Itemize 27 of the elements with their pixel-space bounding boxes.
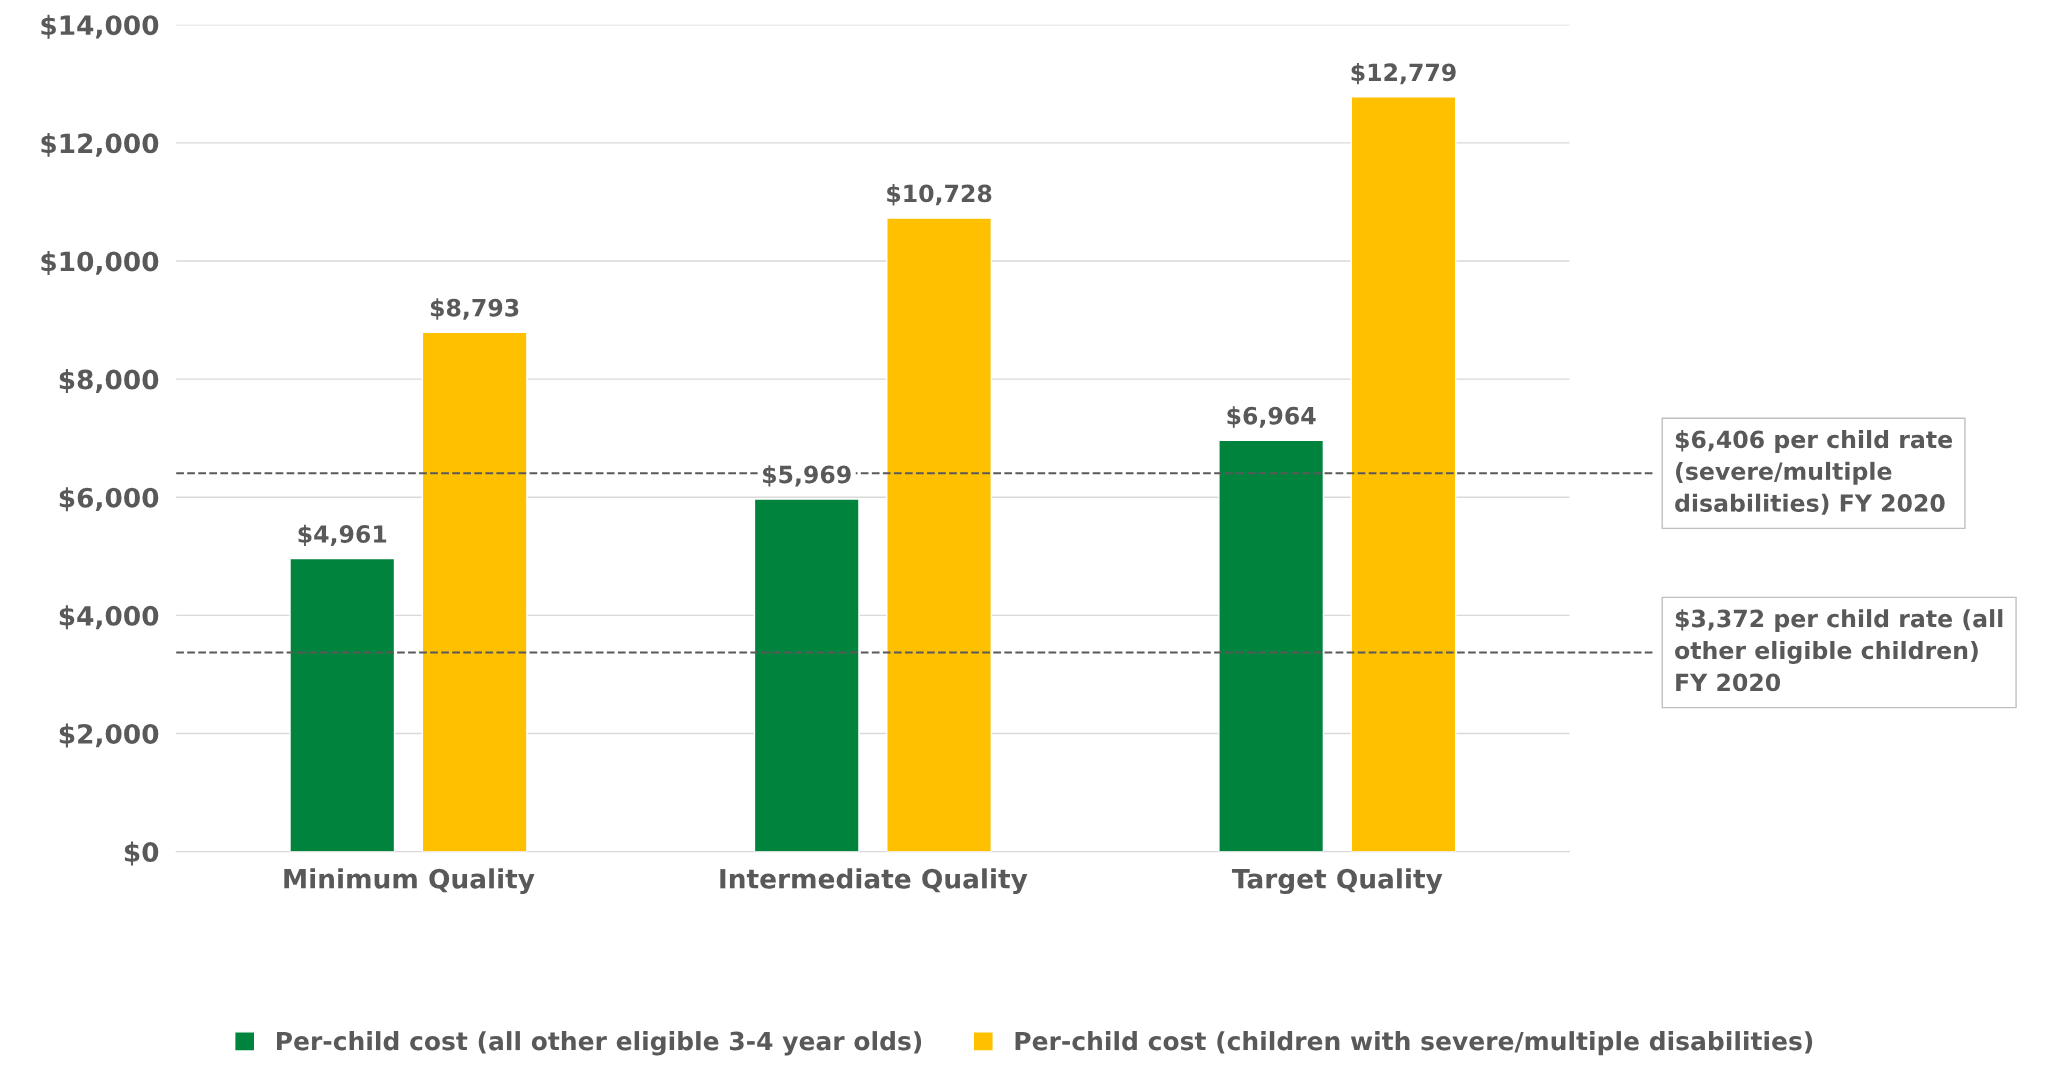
bar [421, 331, 528, 852]
y-tick-label: $12,000 [41, 132, 159, 157]
data-label: $5,969 [762, 465, 851, 487]
ref-line-label: $6,406 per child rate (severe/multiple disabilities) FY 2020 [1675, 430, 1952, 515]
y-tick-label: $0 [124, 841, 159, 866]
legend-label: Per-child cost (all other eligible 3-4 year olds) [277, 1031, 922, 1056]
y-tick-label: $10,000 [41, 251, 159, 275]
ref-line-label: $3,372 per child rate (all other eligible children) FY 2020 [1675, 609, 2003, 692]
bar [753, 498, 860, 852]
data-label: $8,793 [430, 298, 519, 320]
data-label: $6,964 [1227, 406, 1316, 428]
y-tick-label: $4,000 [59, 605, 159, 630]
bar [289, 557, 396, 852]
data-label: $4,961 [298, 524, 387, 547]
bar [1350, 96, 1457, 852]
bar [1218, 439, 1325, 852]
data-label: $10,728 [887, 184, 992, 206]
bar [886, 217, 993, 852]
y-tick-label: $8,000 [59, 369, 159, 394]
x-tick-label: Minimum Quality [284, 868, 535, 895]
y-tick-label: $2,000 [59, 723, 159, 748]
x-tick-label: Intermediate Quality [720, 868, 1028, 895]
x-tick-label: Target Quality [1231, 868, 1443, 895]
y-tick-label: $14,000 [41, 14, 159, 39]
y-tick-label: $6,000 [59, 487, 159, 512]
legend-label: Per-child cost (children with severe/multiple disabilities) [1015, 1031, 1813, 1056]
data-label: $12,779 [1351, 62, 1456, 85]
